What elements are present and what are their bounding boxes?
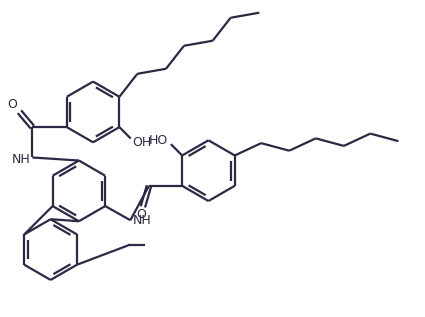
Text: O: O <box>137 209 147 222</box>
Text: NH: NH <box>12 153 31 166</box>
Text: HO: HO <box>148 133 167 146</box>
Text: O: O <box>7 98 17 111</box>
Text: NH: NH <box>132 214 151 227</box>
Text: OH: OH <box>133 136 152 149</box>
